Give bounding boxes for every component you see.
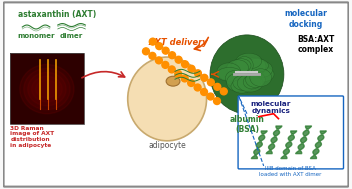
Ellipse shape bbox=[228, 61, 250, 76]
Ellipse shape bbox=[247, 59, 268, 77]
Text: astaxanthin (AXT): astaxanthin (AXT) bbox=[18, 10, 96, 19]
Ellipse shape bbox=[229, 70, 249, 88]
Ellipse shape bbox=[244, 55, 268, 68]
Ellipse shape bbox=[237, 78, 262, 96]
Ellipse shape bbox=[28, 72, 66, 106]
FancyBboxPatch shape bbox=[4, 2, 348, 187]
Circle shape bbox=[181, 75, 188, 82]
Ellipse shape bbox=[223, 62, 246, 80]
Circle shape bbox=[195, 70, 201, 77]
Circle shape bbox=[207, 79, 214, 86]
Text: molecular
docking: molecular docking bbox=[285, 9, 327, 29]
Ellipse shape bbox=[24, 68, 70, 110]
Circle shape bbox=[207, 93, 214, 100]
Ellipse shape bbox=[251, 69, 273, 87]
Text: albumin
(BSA): albumin (BSA) bbox=[230, 115, 264, 134]
Polygon shape bbox=[11, 53, 84, 124]
Ellipse shape bbox=[32, 76, 62, 102]
Circle shape bbox=[214, 98, 220, 105]
Ellipse shape bbox=[236, 58, 253, 76]
Circle shape bbox=[168, 66, 175, 73]
Circle shape bbox=[156, 57, 162, 64]
Text: adipocyte: adipocyte bbox=[148, 141, 186, 150]
Circle shape bbox=[175, 70, 182, 77]
Ellipse shape bbox=[247, 64, 266, 80]
Circle shape bbox=[194, 84, 201, 91]
Ellipse shape bbox=[253, 67, 270, 81]
Ellipse shape bbox=[221, 67, 247, 81]
Ellipse shape bbox=[210, 35, 284, 114]
Ellipse shape bbox=[232, 74, 256, 89]
Circle shape bbox=[188, 80, 195, 86]
Circle shape bbox=[214, 83, 221, 90]
Circle shape bbox=[220, 88, 227, 95]
Text: AXT delivery: AXT delivery bbox=[148, 38, 208, 47]
Circle shape bbox=[149, 38, 156, 45]
Ellipse shape bbox=[20, 64, 74, 114]
Ellipse shape bbox=[227, 78, 249, 92]
Text: BSA:AXT
complex: BSA:AXT complex bbox=[297, 35, 335, 54]
Text: IIIB domain of BSA
loaded with AXT dimer: IIIB domain of BSA loaded with AXT dimer bbox=[259, 166, 321, 177]
Circle shape bbox=[149, 52, 156, 59]
Circle shape bbox=[162, 47, 169, 54]
Ellipse shape bbox=[128, 57, 207, 141]
Circle shape bbox=[143, 48, 149, 55]
Text: monomer: monomer bbox=[17, 33, 55, 39]
Ellipse shape bbox=[246, 78, 264, 92]
Circle shape bbox=[169, 52, 176, 59]
Circle shape bbox=[188, 65, 195, 72]
Circle shape bbox=[156, 43, 163, 50]
FancyBboxPatch shape bbox=[238, 96, 344, 169]
Ellipse shape bbox=[166, 76, 180, 86]
Ellipse shape bbox=[237, 55, 263, 70]
Circle shape bbox=[201, 74, 208, 81]
Circle shape bbox=[162, 61, 169, 68]
Ellipse shape bbox=[250, 75, 270, 91]
Circle shape bbox=[201, 89, 208, 95]
Bar bbox=[11, 53, 84, 124]
Text: dimer: dimer bbox=[60, 33, 83, 39]
Text: 3D Raman
image of AXT
distribution
in adipocyte: 3D Raman image of AXT distribution in ad… bbox=[11, 125, 55, 148]
Ellipse shape bbox=[228, 58, 248, 72]
Ellipse shape bbox=[36, 80, 58, 98]
Circle shape bbox=[182, 61, 188, 68]
Text: molecular
dynamics: molecular dynamics bbox=[250, 101, 291, 114]
Circle shape bbox=[175, 56, 182, 63]
Ellipse shape bbox=[221, 70, 239, 86]
